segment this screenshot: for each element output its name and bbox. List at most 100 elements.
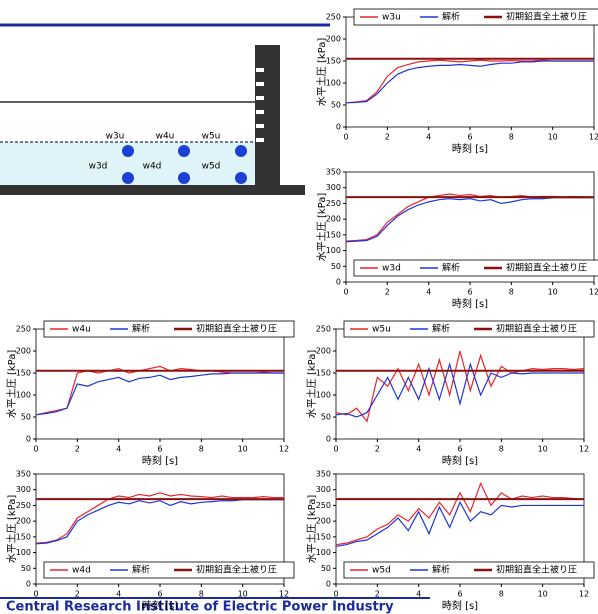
y-tick-label: 250 — [16, 325, 31, 334]
y-tick-label: 0 — [26, 580, 31, 589]
x-tick-label: 0 — [343, 133, 348, 142]
y-tick-label: 250 — [316, 325, 331, 334]
legend-label: w5u — [372, 325, 391, 335]
x-tick-label: 8 — [509, 133, 514, 142]
legend-label: 解析 — [442, 262, 460, 274]
series-line — [335, 361, 584, 418]
legend-label: 初期鉛直全土被り圧 — [496, 323, 577, 335]
legend-label: 解析 — [442, 11, 460, 23]
y-axis-label: 水平土圧 [kPa] — [305, 495, 318, 564]
y-tick-label: 100 — [326, 246, 341, 255]
x-tick-label: 12 — [279, 445, 289, 454]
wall-marks — [256, 68, 264, 142]
y-tick-label: 50 — [21, 413, 31, 422]
plot-area — [35, 328, 285, 440]
y-axis-label: 水平土圧 [kPa] — [315, 193, 328, 262]
x-tick-label: 2 — [75, 445, 80, 454]
x-tick-label: 10 — [548, 288, 558, 297]
legend-box — [353, 259, 598, 277]
y-tick-label: 300 — [326, 183, 341, 192]
x-tick-label: 6 — [467, 288, 472, 297]
chart: 0 50 100 150 200 250 300 350 0 2 4 6 8 10 12 時刻 [s] 水平土圧… — [315, 168, 598, 310]
y-tick-label: 150 — [316, 532, 331, 541]
sensor-label: w5d — [202, 162, 221, 172]
y-axis-label: 水平土圧 [kPa] — [315, 38, 328, 107]
y-tick-label: 0 — [26, 435, 31, 444]
x-tick-label: 6 — [457, 590, 462, 599]
sensors — [122, 145, 247, 184]
legend-label: 解析 — [132, 323, 150, 335]
y-tick-label: 350 — [16, 470, 31, 479]
x-tick-label: 0 — [333, 590, 338, 599]
chart: 0 50 100 150 200 250 0 2 4 6 8 10 12 時刻 [s] 水平土圧 [kPa]… — [5, 320, 295, 467]
y-axis-label: 水平土圧 [kPa] — [5, 495, 18, 564]
x-tick-label: 0 — [33, 590, 38, 599]
legend-label: 解析 — [432, 564, 450, 576]
y-tick-label: 50 — [21, 564, 31, 573]
x-tick-label: 2 — [385, 133, 390, 142]
x-tick-label: 12 — [589, 133, 598, 142]
diagram: w3u w4u w5u w3d w4d w5d — [0, 23, 330, 195]
x-tick-label: 10 — [548, 133, 558, 142]
legend-label: w4d — [72, 566, 91, 576]
y-tick-label: 350 — [326, 168, 341, 177]
x-tick-label: 4 — [116, 590, 121, 599]
chart: 0 50 100 150 200 250 0 2 4 6 8 10 12 時刻 [s] 水平土圧 [kPa]… — [315, 8, 598, 155]
plot-area — [345, 16, 595, 128]
sensor-label: w5u — [202, 132, 221, 142]
legend-label: 解析 — [432, 323, 450, 335]
y-tick-label: 100 — [326, 79, 341, 88]
y-tick-label: 200 — [316, 347, 331, 356]
y-tick-label: 250 — [326, 13, 341, 22]
y-tick-label: 100 — [316, 548, 331, 557]
legend-box — [353, 8, 598, 26]
sensor-label: w3d — [89, 162, 108, 172]
x-axis-label: 時刻 [s] — [142, 454, 178, 467]
x-tick-label: 8 — [499, 590, 504, 599]
x-tick-label: 10 — [538, 445, 548, 454]
y-tick-label: 350 — [316, 470, 331, 479]
x-tick-label: 6 — [157, 445, 162, 454]
y-tick-label: 200 — [316, 517, 331, 526]
y-axis-label: 水平土圧 [kPa] — [5, 350, 18, 419]
series-line — [35, 372, 284, 416]
x-axis-label: 時刻 [s] — [452, 297, 488, 310]
sensor-label: w4u — [156, 132, 175, 142]
legend-box — [43, 561, 295, 579]
legend-box — [43, 320, 295, 338]
y-tick-label: 150 — [316, 369, 331, 378]
x-tick-label: 12 — [279, 590, 289, 599]
sensor-label: w4d — [143, 162, 162, 172]
y-tick-label: 200 — [16, 347, 31, 356]
legend-label: 初期鉛直全土被り圧 — [196, 323, 277, 335]
series-line — [35, 492, 284, 544]
y-tick-label: 0 — [326, 580, 331, 589]
x-tick-label: 6 — [467, 133, 472, 142]
x-tick-label: 2 — [75, 590, 80, 599]
x-tick-label: 10 — [538, 590, 548, 599]
y-tick-label: 0 — [336, 278, 341, 287]
x-tick-label: 8 — [509, 288, 514, 297]
x-tick-label: 2 — [385, 288, 390, 297]
y-tick-label: 250 — [326, 199, 341, 208]
x-axis-label: 時刻 [s] — [442, 454, 478, 467]
y-axis-label: 水平土圧 [kPa] — [305, 350, 318, 419]
y-tick-label: 50 — [321, 413, 331, 422]
x-tick-label: 12 — [579, 445, 589, 454]
legend-label: 初期鉛直全土被り圧 — [506, 11, 587, 23]
x-tick-label: 8 — [499, 445, 504, 454]
y-tick-label: 0 — [336, 123, 341, 132]
legend-label: w4u — [72, 325, 91, 335]
base — [0, 185, 305, 195]
legend-label: 解析 — [132, 564, 150, 576]
series-line — [345, 60, 594, 104]
x-tick-label: 8 — [199, 445, 204, 454]
x-axis-label: 時刻 [s] — [142, 599, 178, 612]
y-tick-label: 150 — [16, 369, 31, 378]
series-line — [335, 481, 585, 546]
x-tick-label: 0 — [33, 445, 38, 454]
y-tick-label: 200 — [16, 517, 31, 526]
y-tick-label: 0 — [326, 435, 331, 444]
x-axis-label: 時刻 [s] — [452, 142, 488, 155]
chart: 0 50 100 150 200 250 300 350 0 2 4 6 8 10 12 時刻 [s] 水平土圧… — [5, 470, 295, 612]
